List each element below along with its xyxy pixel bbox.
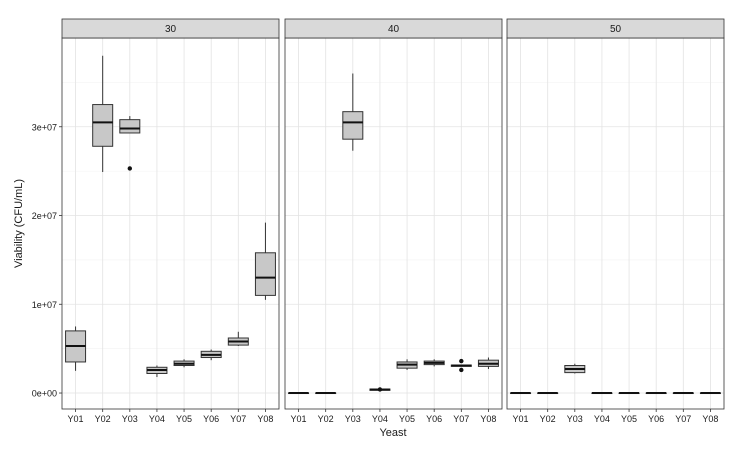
boxplot-Y05 bbox=[396, 359, 418, 370]
x-tick-label: Y03 bbox=[345, 414, 361, 424]
boxplot-Y06 bbox=[200, 349, 222, 361]
facet-panels: 30 Y01 Y02 Y03 Y04 Y05 Y06 Y07 Y08 40 Y01 Y02 Y03 Y04… bbox=[61, 18, 725, 424]
facet-panel-40: 40 Y01 Y02 Y03 Y04 Y05 Y06 Y07 Y08 bbox=[284, 18, 503, 424]
y-tick-label: 3e+07 bbox=[32, 122, 57, 132]
facet-strip bbox=[506, 18, 725, 39]
x-tick-label: Y02 bbox=[318, 414, 334, 424]
x-tick-label: Y01 bbox=[291, 414, 307, 424]
x-tick-label: Y06 bbox=[426, 414, 442, 424]
x-tick-label: Y02 bbox=[540, 414, 556, 424]
y-tick-label: 1e+07 bbox=[32, 300, 57, 310]
boxplot-Y04 bbox=[591, 392, 613, 395]
boxplot-Y05 bbox=[173, 359, 195, 368]
x-tick-label: Y06 bbox=[648, 414, 664, 424]
y-tick-label: 2e+07 bbox=[32, 211, 57, 221]
x-tick-label: Y07 bbox=[230, 414, 246, 424]
facet-panel-30: 30 Y01 Y02 Y03 Y04 Y05 Y06 Y07 Y08 bbox=[61, 18, 280, 424]
x-tick-label: Y05 bbox=[176, 414, 192, 424]
box-body bbox=[119, 119, 141, 134]
x-tick-label: Y08 bbox=[480, 414, 496, 424]
boxplot-Y01 bbox=[65, 326, 87, 371]
outlier-point bbox=[127, 166, 133, 171]
facet-strip-label: 40 bbox=[388, 24, 400, 35]
x-tick-label: Y03 bbox=[122, 414, 138, 424]
box-body bbox=[92, 104, 114, 147]
outlier-point bbox=[377, 387, 383, 392]
boxplot-Y02 bbox=[315, 392, 337, 395]
boxplot-Y01 bbox=[510, 392, 532, 395]
x-tick-label: Y05 bbox=[621, 414, 637, 424]
boxplot-Y07 bbox=[672, 392, 694, 395]
boxplot-Y03 bbox=[564, 363, 586, 374]
facet-strip-label: 30 bbox=[165, 24, 177, 35]
x-tick-label: Y01 bbox=[513, 414, 529, 424]
box-body bbox=[254, 252, 276, 296]
boxplot-Y02 bbox=[537, 392, 559, 395]
facet-strip bbox=[284, 18, 503, 39]
boxplot-Y05 bbox=[618, 392, 640, 395]
boxplot-Y04 bbox=[369, 387, 391, 392]
x-tick-label: Y08 bbox=[257, 414, 273, 424]
boxplot-Y08 bbox=[699, 392, 721, 395]
boxplot-Y03 bbox=[119, 116, 141, 171]
boxplot-Y01 bbox=[288, 392, 310, 395]
facet-strip bbox=[61, 18, 280, 39]
boxplot-Y08 bbox=[477, 357, 499, 370]
x-axis-title: Yeast bbox=[379, 427, 406, 439]
x-tick-label: Y05 bbox=[399, 414, 415, 424]
outlier-point bbox=[459, 358, 464, 364]
x-tick-label: Y06 bbox=[203, 414, 219, 424]
facet-strip-label: 50 bbox=[610, 24, 622, 35]
x-tick-label: Y01 bbox=[68, 414, 84, 424]
boxplot-Y07 bbox=[227, 331, 249, 346]
x-tick-label: Y07 bbox=[675, 414, 691, 424]
y-tick-label: 0e+00 bbox=[32, 389, 57, 399]
boxplot-Y03 bbox=[342, 73, 364, 151]
y-axis-title: Viability (CFU/mL) bbox=[13, 179, 25, 268]
panel-background bbox=[285, 38, 502, 409]
boxplot-Y07 bbox=[450, 358, 472, 373]
outlier-point bbox=[459, 367, 464, 373]
facet-panel-50: 50 Y01 Y02 Y03 Y04 Y05 Y06 Y07 Y08 bbox=[506, 18, 725, 424]
x-tick-label: Y04 bbox=[372, 414, 388, 424]
box-body bbox=[342, 111, 364, 140]
x-tick-label: Y08 bbox=[702, 414, 718, 424]
boxplot-Y02 bbox=[92, 55, 114, 173]
x-tick-label: Y02 bbox=[95, 414, 111, 424]
x-tick-label: Y07 bbox=[453, 414, 469, 424]
panel-background bbox=[507, 38, 724, 409]
x-tick-label: Y04 bbox=[149, 414, 165, 424]
boxplot-Y06 bbox=[423, 359, 445, 367]
boxplot-Y04 bbox=[146, 365, 168, 378]
boxplot-Y06 bbox=[645, 392, 667, 395]
x-tick-label: Y04 bbox=[594, 414, 610, 424]
x-tick-label: Y03 bbox=[567, 414, 583, 424]
panel-background bbox=[62, 38, 279, 409]
boxplot-Y08 bbox=[254, 222, 276, 300]
